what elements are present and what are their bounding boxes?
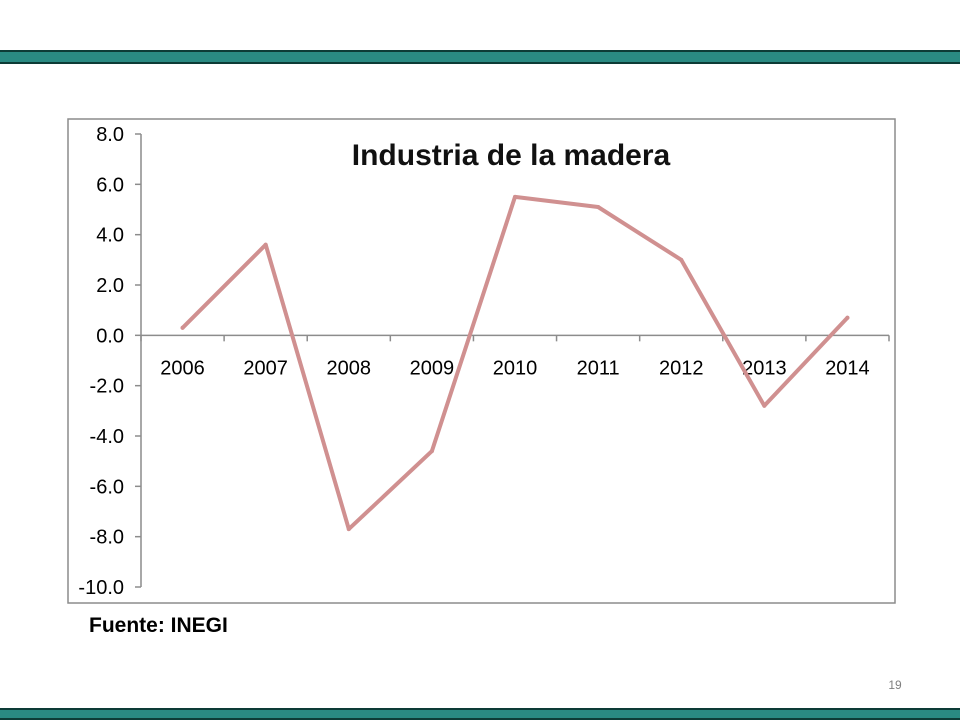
chart-title: Industria de la madera — [352, 139, 671, 172]
y-tick-label: 4.0 — [96, 225, 124, 247]
y-tick-label: 0.0 — [96, 325, 124, 347]
x-axis: 2006 2007 2008 2009 2010 2011 2012 2013 2014 — [140, 334, 890, 379]
y-tick-label: -2.0 — [90, 376, 124, 398]
x-tick-label: 2010 — [493, 357, 538, 379]
data-point — [346, 527, 351, 532]
y-tick-label: -4.0 — [90, 426, 124, 448]
data-point — [180, 325, 185, 330]
x-tick-label: 2012 — [659, 357, 704, 379]
data-point — [845, 315, 850, 320]
data-point — [679, 257, 684, 262]
y-tick-label: 2.0 — [96, 275, 124, 297]
y-tick-label: -10.0 — [78, 577, 124, 599]
y-tick-label: 8.0 — [96, 124, 124, 146]
x-tick-label: 2013 — [742, 357, 787, 379]
x-tick-label: 2009 — [410, 357, 455, 379]
x-tick-label: 2006 — [160, 357, 205, 379]
x-tick-label: 2011 — [577, 357, 620, 379]
x-tick-label: 2007 — [243, 357, 288, 379]
chart-frame — [67, 118, 896, 604]
data-point — [596, 204, 601, 209]
y-tick-label: -8.0 — [90, 527, 124, 549]
y-tick-label: 6.0 — [96, 174, 124, 196]
x-tick-label: 2014 — [825, 357, 870, 379]
page-number: 19 — [888, 678, 902, 692]
bottom-band — [0, 708, 960, 720]
data-point — [513, 194, 517, 199]
data-point — [429, 449, 434, 454]
y-axis: 8.0 6.0 4.0 2.0 0.0 -2.0 -4.0 -6.0 -8.0 -10.0 — [78, 124, 142, 599]
data-point — [263, 242, 268, 247]
series-layer — [180, 194, 850, 532]
data-point — [762, 403, 767, 408]
x-tick-label: 2008 — [327, 357, 372, 379]
top-band — [0, 50, 960, 64]
y-tick-label: -6.0 — [90, 476, 124, 498]
source-label: Fuente: INEGI — [89, 614, 228, 637]
